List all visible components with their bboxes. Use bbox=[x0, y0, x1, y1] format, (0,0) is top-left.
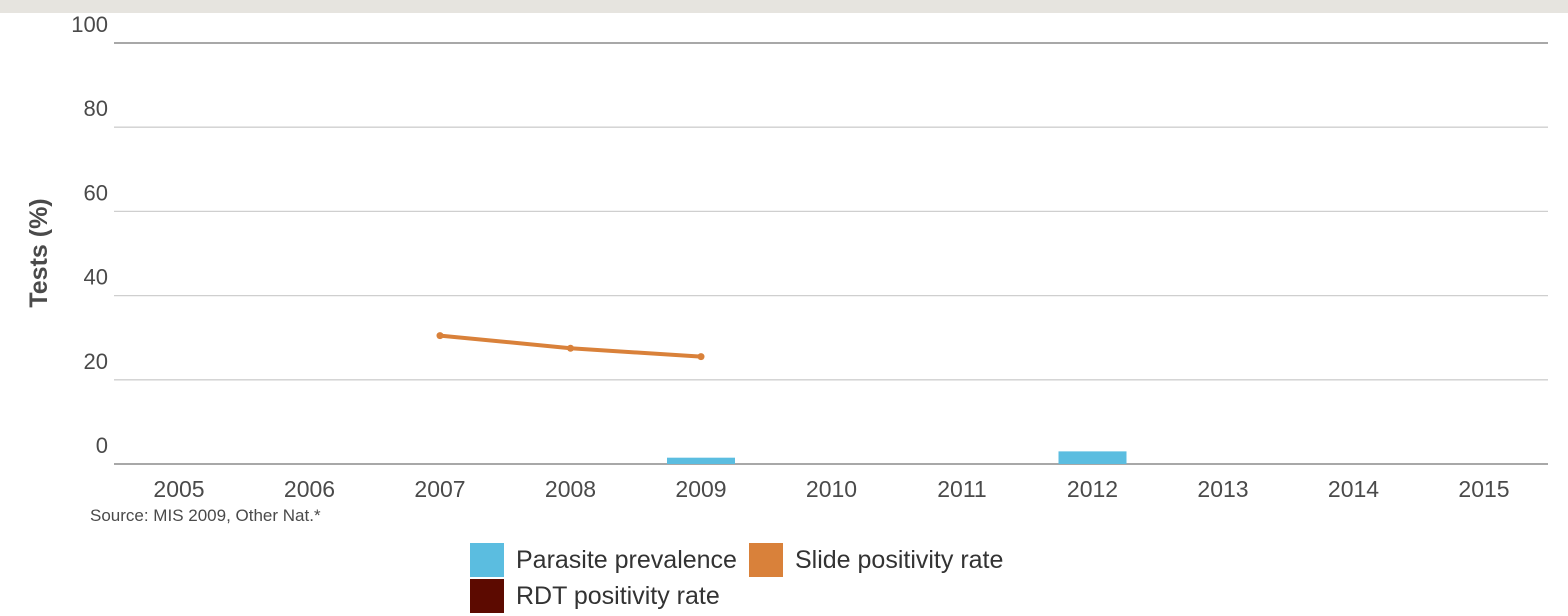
x-tick-label: 2010 bbox=[806, 476, 857, 500]
legend-item-rdt-positivity-rate: RDT positivity rate bbox=[470, 579, 720, 613]
source-note: Source: MIS 2009, Other Nat.* bbox=[90, 506, 321, 525]
legend-label: Parasite prevalence bbox=[516, 545, 737, 574]
y-tick-label: 100 bbox=[71, 12, 108, 37]
bar-2009 bbox=[667, 457, 735, 464]
y-axis-title: Tests (%) bbox=[25, 198, 53, 307]
x-tick-label: 2005 bbox=[153, 476, 204, 500]
legend-item-slide-positivity-rate: Slide positivity rate bbox=[748, 543, 1004, 577]
data-point-2007 bbox=[436, 332, 444, 340]
line-layer bbox=[436, 332, 705, 361]
x-tick-label: 2014 bbox=[1328, 476, 1379, 500]
legend-row: RDT positivity rate bbox=[470, 578, 1110, 614]
legend-label: Slide positivity rate bbox=[794, 545, 1004, 574]
bar-2012 bbox=[1058, 451, 1127, 464]
legend-swatch-rdt-positivity-rate bbox=[470, 579, 504, 613]
grid-layer bbox=[114, 42, 1548, 465]
legend-item-parasite-prevalence: Parasite prevalence bbox=[470, 543, 737, 577]
y-tick-label: 0 bbox=[96, 433, 108, 458]
x-tick-label: 2007 bbox=[414, 476, 465, 500]
legend: Parasite prevalence Slide positivity rat… bbox=[470, 542, 1110, 614]
x-tick-label: 2006 bbox=[284, 476, 335, 500]
y-tick-label: 20 bbox=[84, 349, 108, 374]
x-tick-label: 2013 bbox=[1197, 476, 1248, 500]
bar-layer bbox=[667, 451, 1127, 464]
x-tick-label: 2011 bbox=[937, 476, 986, 500]
x-tick-label: 2012 bbox=[1067, 476, 1118, 500]
legend-row: Parasite prevalence Slide positivity rat… bbox=[470, 542, 1110, 578]
y-tick-label: 60 bbox=[84, 180, 108, 205]
x-axis: 2005 2006 2007 2008 2009 2010 2011 2012 2013 2014… bbox=[153, 476, 1509, 500]
legend-swatch-slide-positivity-rate bbox=[748, 543, 783, 577]
x-tick-label: 2008 bbox=[545, 476, 596, 500]
y-tick-label: 80 bbox=[84, 96, 108, 121]
top-band bbox=[0, 0, 1568, 13]
x-tick-label: 2015 bbox=[1458, 476, 1509, 500]
legend-label: RDT positivity rate bbox=[516, 581, 720, 610]
legend-swatch-parasite-prevalence bbox=[470, 543, 504, 577]
chart: 0 20 40 60 80 100 2005 2006 2007 2008 2009 2010 201… bbox=[25, 12, 1548, 500]
y-tick-label: 40 bbox=[84, 265, 108, 290]
x-tick-label: 2009 bbox=[675, 476, 726, 500]
y-axis: 0 20 40 60 80 100 bbox=[71, 12, 108, 458]
data-point-2008 bbox=[567, 344, 574, 352]
data-point-2009 bbox=[697, 353, 705, 361]
